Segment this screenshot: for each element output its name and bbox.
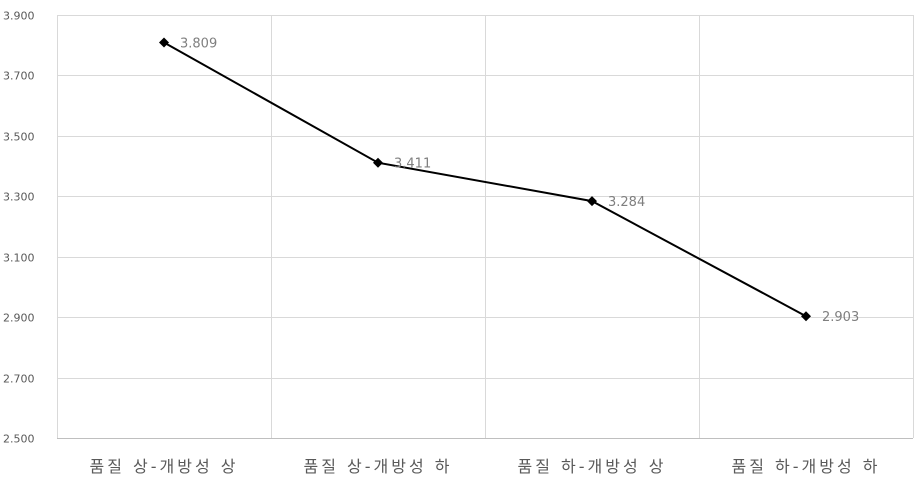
gridlines [57,15,914,439]
y-tick-label: 3.900 [3,10,35,23]
y-tick-label: 3.700 [3,70,35,83]
y-tick-label: 3.500 [3,131,35,144]
y-tick-label: 3.100 [3,252,35,265]
data-point-marker [587,196,597,207]
data-labels-group: 3.809 3.411 3.284 2.903 [180,36,859,325]
data-value-label: 3.284 [608,195,645,210]
x-axis-category-labels: 품질 상-개방성 상 품질 상-개방성 하 품질 하-개방성 상 품질 하-개방성 하 [90,457,881,476]
x-category-label: 품질 하-개방성 하 [732,457,881,476]
x-category-label: 품질 하-개방성 상 [518,457,667,476]
y-axis-tick-labels: 2.500 2.700 2.900 3.100 3.300 3.500 3.700 3.900 [3,10,35,446]
x-category-label: 품질 상-개방성 하 [304,457,453,476]
data-value-label: 3.809 [180,36,217,51]
y-tick-label: 2.500 [3,433,35,446]
data-point-marker [373,157,383,168]
y-tick-label: 3.300 [3,191,35,204]
y-tick-label: 2.900 [3,312,35,325]
data-value-label: 2.903 [822,310,859,325]
series-group [159,37,811,322]
data-point-marker [801,311,811,322]
data-point-marker [159,37,169,48]
y-tick-label: 2.700 [3,373,35,386]
series-line [163,41,807,318]
data-value-label: 3.411 [394,157,431,172]
x-category-label: 품질 상-개방성 상 [90,457,239,476]
